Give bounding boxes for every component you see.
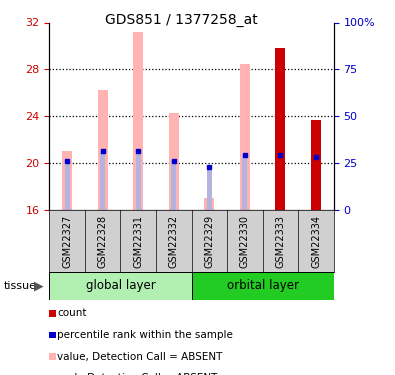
Bar — [169, 113, 179, 210]
Text: rank, Detection Call = ABSENT: rank, Detection Call = ABSENT — [57, 374, 218, 375]
Bar — [204, 198, 214, 210]
Text: tissue: tissue — [4, 281, 37, 291]
Text: GSM22330: GSM22330 — [240, 215, 250, 268]
Text: GSM22333: GSM22333 — [275, 215, 286, 268]
Bar — [240, 63, 250, 210]
Text: GSM22332: GSM22332 — [169, 215, 179, 268]
Bar — [133, 32, 143, 210]
Bar — [62, 152, 72, 210]
Text: global layer: global layer — [86, 279, 155, 292]
Text: value, Detection Call = ABSENT: value, Detection Call = ABSENT — [57, 352, 222, 362]
Bar — [171, 161, 176, 210]
Bar — [207, 166, 212, 210]
Bar — [311, 120, 321, 210]
Text: ▶: ▶ — [34, 279, 43, 292]
Text: GSM22331: GSM22331 — [133, 215, 143, 268]
Text: percentile rank within the sample: percentile rank within the sample — [57, 330, 233, 340]
Bar — [243, 155, 247, 210]
Text: count: count — [57, 308, 87, 318]
Bar — [100, 152, 105, 210]
Text: GSM22334: GSM22334 — [311, 215, 321, 268]
Bar — [192, 272, 334, 300]
Bar — [275, 48, 286, 210]
Text: GSM22329: GSM22329 — [204, 215, 214, 268]
Bar — [136, 152, 141, 210]
Bar — [98, 90, 108, 210]
Bar — [65, 161, 70, 210]
Text: orbital layer: orbital layer — [227, 279, 299, 292]
Text: GDS851 / 1377258_at: GDS851 / 1377258_at — [105, 13, 258, 27]
Text: GSM22328: GSM22328 — [98, 215, 108, 268]
Text: GSM22327: GSM22327 — [62, 215, 72, 268]
Bar — [49, 272, 192, 300]
